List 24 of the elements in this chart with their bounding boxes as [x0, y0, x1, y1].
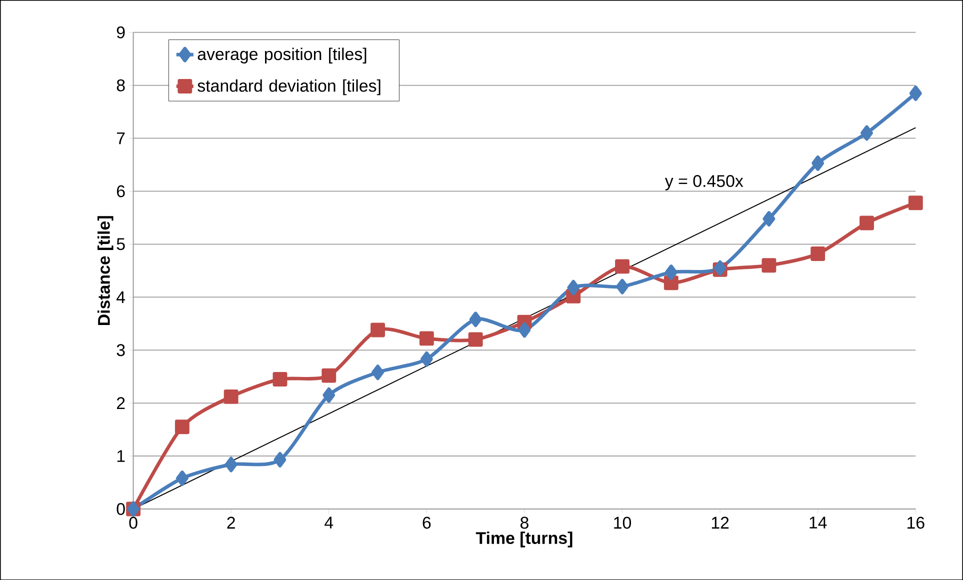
- legend-label: standard deviation [tiles]: [198, 79, 380, 95]
- x-tick-label: 0: [129, 516, 138, 529]
- x-tick-label: 4: [324, 516, 334, 528]
- x-tick-label: 16: [908, 516, 924, 529]
- y-tick-label: 4: [116, 291, 126, 303]
- annotation: y = 0.450x: [664, 174, 744, 190]
- y-tick-label: 9: [116, 26, 125, 38]
- y-tick-label: 6: [116, 185, 125, 198]
- y-tick-label: 0: [116, 502, 125, 515]
- x-tick-label: 12: [712, 516, 729, 528]
- y-tick-label: 3: [116, 344, 125, 356]
- x-tick-label: 6: [422, 516, 431, 529]
- y-tick-label: 7: [116, 132, 125, 144]
- x-tick-label: 8: [520, 516, 528, 529]
- y-tick-label: 1: [117, 450, 125, 462]
- x-tick-label: 2: [227, 516, 235, 528]
- y-axis-title: Distance [tile]: [97, 216, 114, 325]
- legend-label: average position [tiles]: [198, 48, 366, 64]
- x-tick-label: 10: [614, 516, 632, 529]
- y-tick-label: 5: [116, 238, 125, 250]
- x-axis-title: Time [turns]: [476, 531, 572, 548]
- y-tick-label: 8: [116, 79, 125, 92]
- x-tick-label: 14: [810, 516, 827, 528]
- y-tick-label: 2: [116, 397, 125, 409]
